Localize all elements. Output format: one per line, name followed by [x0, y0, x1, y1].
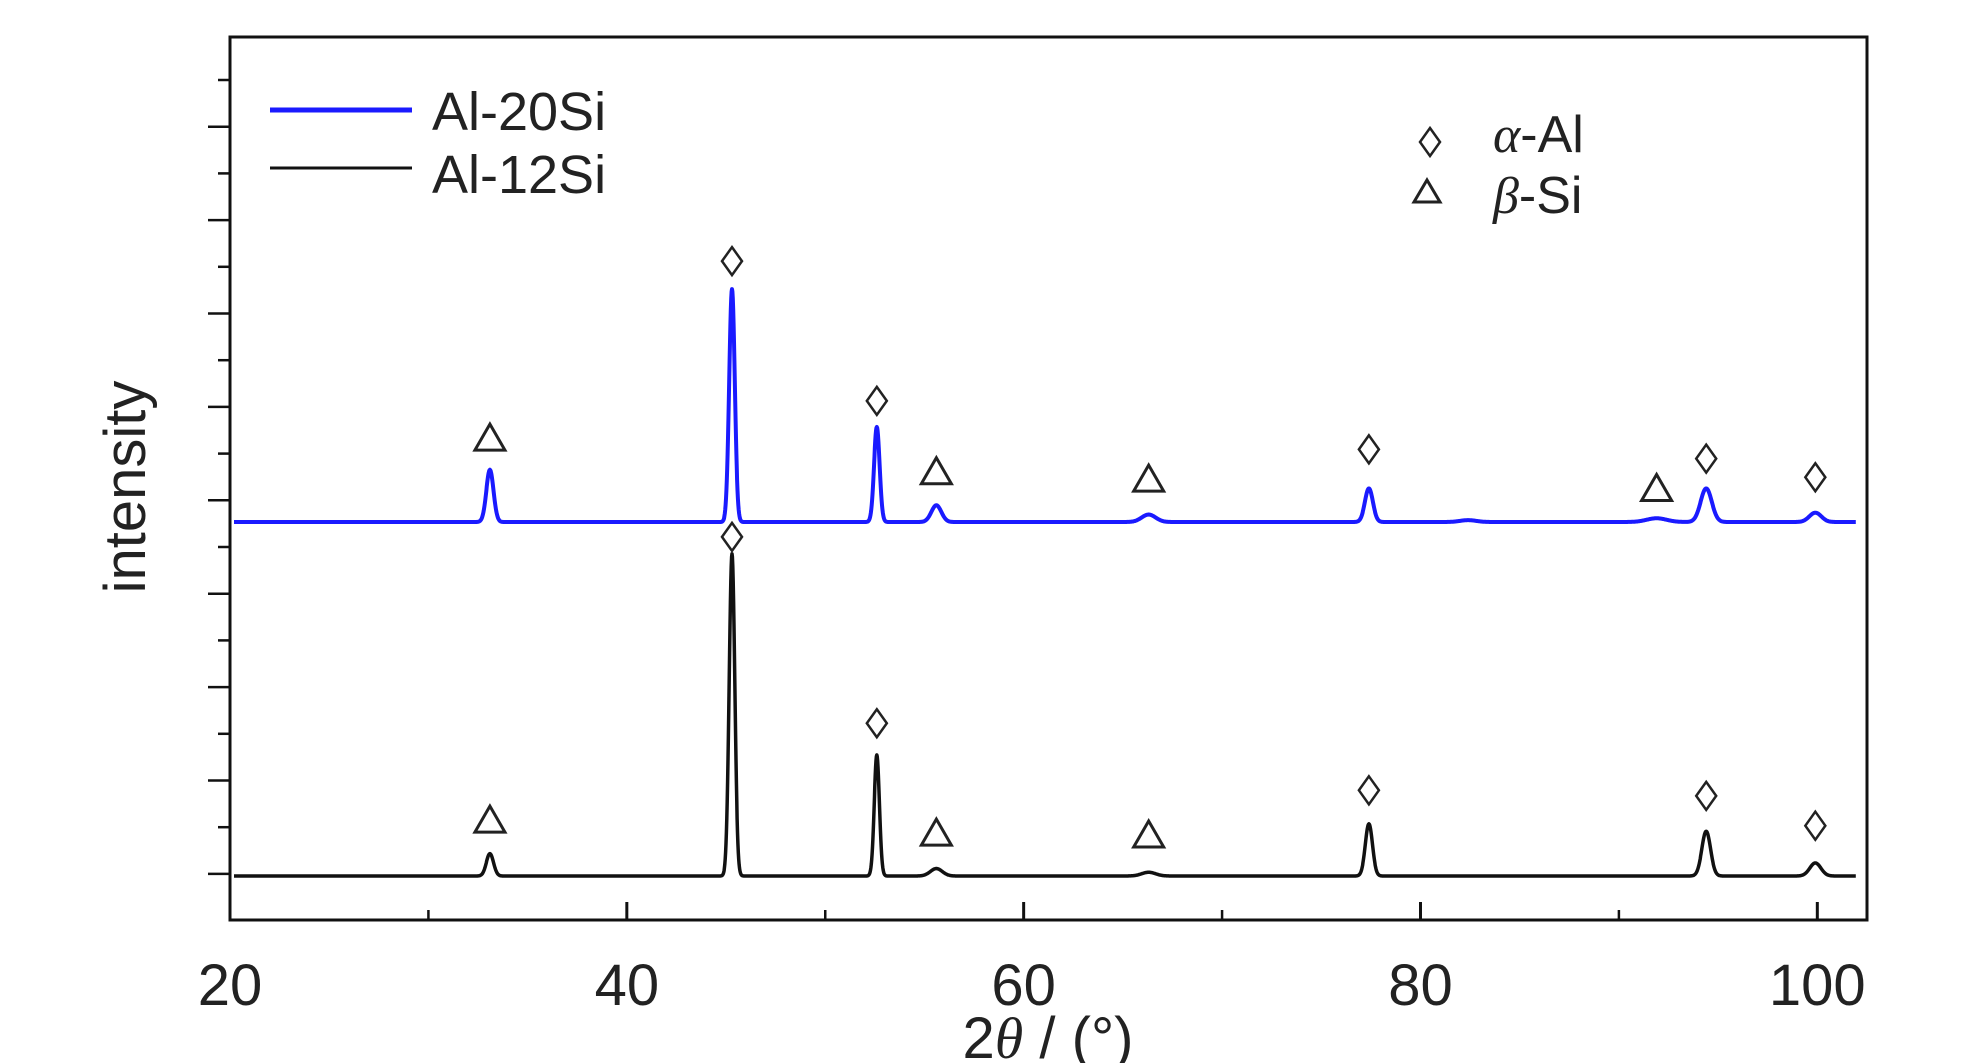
beta-si-marker	[1639, 471, 1675, 502]
x-tick-label: 80	[1388, 953, 1453, 1018]
axis-ticks	[208, 78, 1819, 920]
y-axis-title: intensity	[93, 381, 158, 594]
phase-legend: α-Al β-Si	[1411, 106, 1584, 225]
beta-si-marker	[472, 803, 508, 834]
beta-si-marker	[1131, 818, 1167, 849]
beta-si-marker	[1131, 462, 1167, 493]
phase-label-beta-si: β-Si	[1492, 167, 1582, 225]
legend-label-al-12si: Al-12Si	[432, 145, 606, 205]
alpha-al-marker	[865, 384, 889, 418]
beta-si-marker	[918, 454, 954, 486]
beta-si-marker	[472, 421, 508, 452]
series-layer	[232, 287, 1858, 878]
beta-si-triangle-icon	[1411, 177, 1443, 204]
series-line-al-20si	[232, 287, 1858, 524]
alpha-al-marker	[1694, 442, 1718, 475]
alpha-al-marker	[720, 520, 744, 554]
legend-label-al-20si: Al-20Si	[432, 82, 606, 142]
x-tick-label: 40	[595, 953, 660, 1018]
alpha-al-marker	[1694, 779, 1718, 813]
alpha-al-marker	[1803, 809, 1827, 842]
x-tick-label: 60	[991, 953, 1056, 1018]
alpha-al-marker	[1357, 433, 1381, 466]
alpha-al-diamond-icon	[1418, 125, 1442, 159]
x-tick-label: 20	[198, 953, 263, 1018]
plot-frame	[228, 35, 1869, 922]
series-legend: Al-20Si Al-12Si	[270, 82, 606, 205]
beta-si-marker	[918, 816, 954, 847]
peak-markers	[472, 245, 1827, 849]
series-line-al-12si	[232, 551, 1858, 878]
alpha-al-marker	[865, 707, 889, 740]
x-tick-label: 100	[1769, 953, 1866, 1018]
alpha-al-marker	[1357, 774, 1381, 807]
x-axis-title: 2θ / (°)	[963, 1006, 1134, 1063]
phase-label-alpha-al: α-Al	[1493, 106, 1584, 164]
alpha-al-marker	[720, 245, 744, 278]
alpha-al-marker	[1803, 461, 1827, 494]
x-tick-labels: 20 40 60 80 100	[198, 953, 1866, 1018]
